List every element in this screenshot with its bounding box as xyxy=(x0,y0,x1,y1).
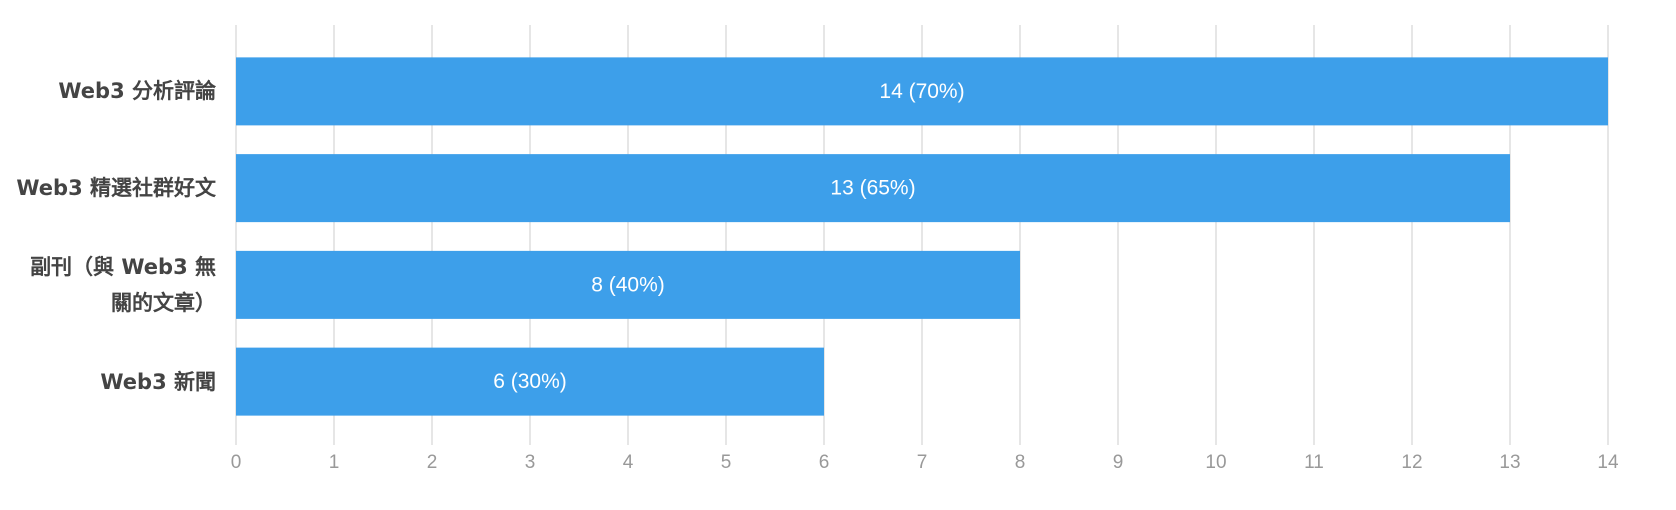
x-tick-label: 9 xyxy=(1113,452,1124,473)
x-tick-label: 7 xyxy=(917,452,928,473)
x-tick-label: 14 xyxy=(1597,452,1619,473)
x-tick-label: 3 xyxy=(525,452,536,473)
bar xyxy=(236,57,1608,126)
x-tick-label: 2 xyxy=(427,452,438,473)
x-tick-label: 13 xyxy=(1499,452,1520,473)
x-tick-label: 10 xyxy=(1205,452,1226,473)
value-label: 14 (70%) xyxy=(879,80,964,103)
bar xyxy=(236,154,1510,223)
category-label: Web3 新聞 xyxy=(100,369,216,394)
x-tick-label: 1 xyxy=(329,452,340,473)
value-label: 6 (30%) xyxy=(493,370,567,393)
x-tick-label: 12 xyxy=(1401,452,1422,473)
bar xyxy=(236,250,1020,319)
x-tick-label: 6 xyxy=(819,452,830,473)
x-tick-label: 11 xyxy=(1304,452,1324,473)
x-tick-label: 5 xyxy=(721,452,732,473)
x-tick-label: 4 xyxy=(623,452,634,473)
x-tick-label: 0 xyxy=(231,452,242,473)
category-label: Web3 分析評論 xyxy=(58,79,216,104)
value-label: 8 (40%) xyxy=(591,273,665,296)
x-tick-label: 8 xyxy=(1015,452,1026,473)
value-label: 13 (65%) xyxy=(830,177,915,200)
category-label: Web3 精選社群好文 xyxy=(16,176,216,201)
bar xyxy=(236,347,824,416)
category-label: 副刊（與 Web3 無關的文章） xyxy=(30,254,216,315)
